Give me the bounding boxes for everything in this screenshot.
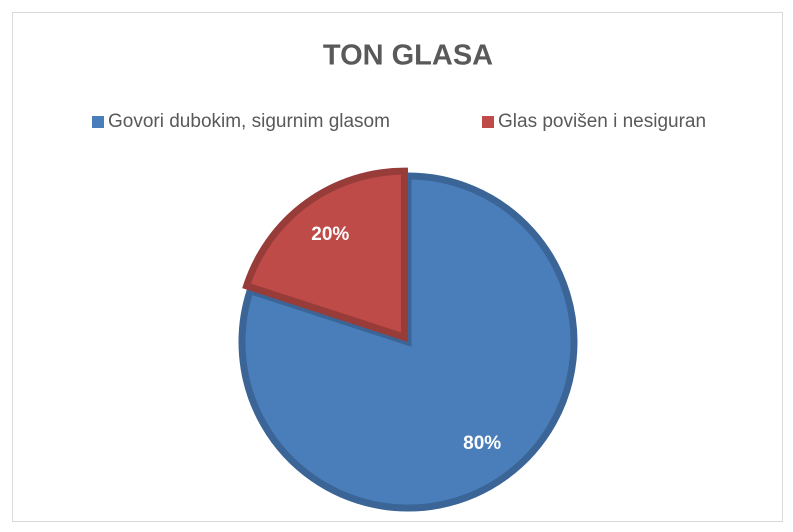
pie-slice [238,172,578,512]
legend-label: Glas povišen i nesiguran [498,111,706,132]
data-label: 20% [311,224,349,245]
legend-swatch [482,116,494,128]
legend-swatch [92,116,104,128]
legend-label: Govori dubokim, sigurnim glasom [108,111,390,132]
pie-slice [242,167,408,342]
chart-title: TON GLASA [323,40,493,72]
data-label: 80% [463,433,501,454]
